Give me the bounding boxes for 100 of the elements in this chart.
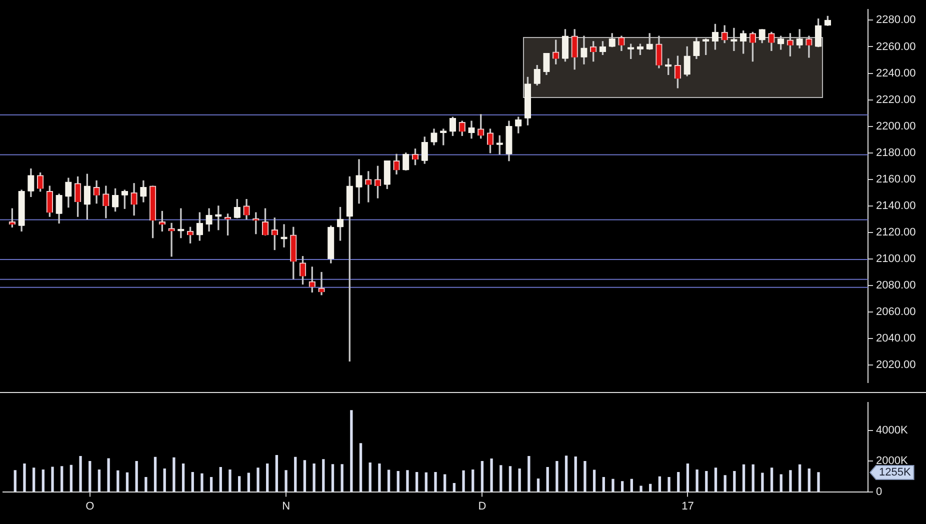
bar (247, 472, 250, 492)
x-tick-label: D (478, 500, 486, 512)
bar (584, 461, 586, 492)
candlestick (168, 222, 175, 257)
bar (135, 461, 138, 492)
bar (798, 464, 802, 492)
bar (144, 477, 148, 492)
text: 1255K (879, 466, 912, 479)
y-tick-label: 2240.00 (876, 67, 916, 80)
bar (331, 464, 334, 492)
bar (546, 467, 549, 492)
bar (116, 470, 120, 492)
bar (368, 462, 372, 492)
bar (23, 463, 26, 492)
bar (480, 461, 484, 492)
bar (266, 463, 269, 492)
y-tick-label: 2200.00 (876, 120, 916, 132)
bar (677, 472, 680, 492)
bar (602, 477, 605, 492)
y-tick-label: 4000K (876, 424, 908, 436)
bar (191, 472, 194, 492)
bar (714, 468, 718, 492)
x-tick-label: 17 (682, 500, 694, 512)
bar (70, 464, 73, 492)
bar (452, 483, 456, 492)
y-tick-label: 2040.00 (876, 332, 916, 345)
y-tick-label: 2100.00 (876, 253, 916, 266)
bar (424, 472, 428, 492)
bar (658, 476, 662, 492)
bar (770, 468, 774, 492)
bar (490, 458, 493, 492)
bar (444, 474, 446, 492)
bar (592, 470, 596, 492)
bar (340, 464, 344, 492)
y-tick-label: 2060.00 (876, 306, 916, 318)
y-tick-label: 2080.00 (876, 280, 916, 292)
x-tick-label: N (282, 500, 290, 512)
bar (462, 470, 465, 492)
bar (415, 472, 418, 492)
bar (556, 461, 558, 492)
bar (574, 456, 577, 492)
bar (322, 459, 325, 492)
bar (163, 468, 166, 492)
bar (107, 458, 110, 492)
y-tick-label: 0 (876, 486, 882, 498)
x-tick-label: O (86, 500, 95, 512)
y-tick-label: 2280.00 (876, 14, 916, 26)
bar (275, 455, 278, 492)
bar (284, 470, 288, 492)
bar (742, 464, 746, 492)
bar (312, 463, 316, 492)
bar (752, 464, 754, 492)
bar (182, 463, 185, 492)
bar (528, 456, 530, 492)
bar (536, 478, 540, 492)
candlestick (318, 272, 325, 296)
bar (200, 473, 204, 492)
bar (42, 469, 44, 492)
bar (780, 474, 782, 492)
bar (256, 468, 260, 492)
bar (724, 475, 726, 492)
bar (472, 469, 474, 492)
bar (359, 443, 362, 492)
bar (612, 478, 614, 492)
bar (817, 472, 820, 492)
bar (649, 484, 652, 492)
bar (761, 472, 764, 492)
bar (210, 477, 213, 492)
bar (79, 456, 82, 492)
y-tick-label: 2140.00 (876, 200, 916, 212)
bar (434, 472, 437, 492)
bar (518, 468, 521, 492)
y-tick-label: 2260.00 (876, 40, 916, 53)
bar (154, 456, 157, 492)
y-tick-label: 2120.00 (876, 226, 916, 239)
y-tick-label: 2020.00 (876, 359, 916, 372)
bar (126, 472, 129, 492)
bar (172, 457, 176, 492)
y-tick-label: 2180.00 (876, 146, 916, 159)
bar (668, 477, 670, 492)
bar (219, 467, 222, 492)
bar (238, 476, 241, 492)
bar (88, 461, 92, 492)
bar (705, 471, 708, 492)
bar (14, 470, 16, 492)
bar (640, 486, 642, 492)
y-tick-label: 2160.00 (876, 173, 916, 186)
bar (789, 470, 792, 492)
bar (303, 460, 306, 492)
bar (228, 469, 232, 492)
bar (60, 466, 64, 492)
bar (51, 466, 54, 492)
bar (733, 471, 736, 492)
bar (508, 466, 512, 492)
bar (500, 465, 502, 492)
bar (630, 478, 633, 492)
bar (564, 456, 568, 492)
bar (808, 468, 810, 492)
bar (350, 410, 353, 492)
bar (406, 470, 409, 492)
